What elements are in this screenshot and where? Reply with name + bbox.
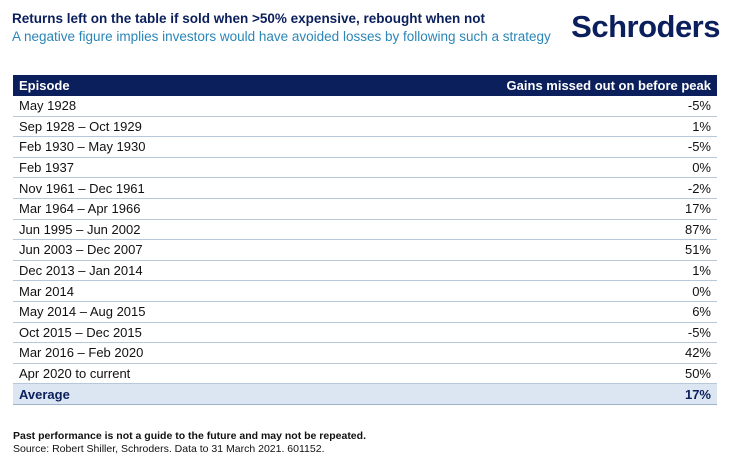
episode-cell: Mar 2016 – Feb 2020 xyxy=(19,345,144,361)
gains-cell: 1% xyxy=(692,263,711,279)
table-row: Sep 1928 – Oct 1929 1% xyxy=(13,117,717,138)
column-header-episode: Episode xyxy=(19,78,70,93)
table-header-row: Episode Gains missed out on before peak xyxy=(13,75,717,96)
gains-cell: 0% xyxy=(692,283,711,299)
schroders-logo: Schroders xyxy=(571,9,720,44)
source-note: Source: Robert Shiller, Schroders. Data … xyxy=(13,443,325,455)
episode-cell: May 2014 – Aug 2015 xyxy=(19,304,146,320)
episode-cell: Oct 2015 – Dec 2015 xyxy=(19,324,142,340)
chart-subtitle: A negative figure implies investors woul… xyxy=(12,29,551,44)
episode-cell: Feb 1937 xyxy=(19,160,74,176)
gains-cell: 17% xyxy=(684,201,711,217)
table-row: Mar 2016 – Feb 2020 42% xyxy=(13,343,717,364)
episode-cell: Nov 1961 – Dec 1961 xyxy=(19,180,145,196)
gains-cell: 42% xyxy=(684,345,711,361)
table-row: Jun 2003 – Dec 2007 51% xyxy=(13,240,717,261)
episode-cell: Feb 1930 – May 1930 xyxy=(19,139,146,155)
chart-title: Returns left on the table if sold when >… xyxy=(12,11,485,26)
table-row: Feb 1930 – May 1930 -5% xyxy=(13,137,717,158)
average-value: 17% xyxy=(684,386,711,402)
disclaimer-note: Past performance is not a guide to the f… xyxy=(13,430,366,442)
table-row: Apr 2020 to current 50% xyxy=(13,364,717,385)
episode-cell: Mar 2014 xyxy=(19,283,74,299)
gains-cell: 50% xyxy=(684,366,711,382)
table-body: May 1928 -5% Sep 1928 – Oct 1929 1% Feb 1930… xyxy=(13,96,717,385)
column-header-gains: Gains missed out on before peak xyxy=(506,78,711,93)
gains-cell: 87% xyxy=(684,221,711,237)
table-row: May 2014 – Aug 2015 6% xyxy=(13,302,717,323)
table-row: Oct 2015 – Dec 2015 -5% xyxy=(13,323,717,344)
episode-cell: Jun 1995 – Jun 2002 xyxy=(19,221,141,237)
gains-cell: -5% xyxy=(687,98,711,114)
table-row: Dec 2013 – Jan 2014 1% xyxy=(13,261,717,282)
table-row: Nov 1961 – Dec 1961 -2% xyxy=(13,178,717,199)
episode-cell: Sep 1928 – Oct 1929 xyxy=(19,118,142,134)
gains-cell: 1% xyxy=(692,118,711,134)
episode-cell: Dec 2013 – Jan 2014 xyxy=(19,263,143,279)
table-row: Mar 1964 – Apr 1966 17% xyxy=(13,199,717,220)
table-row: May 1928 -5% xyxy=(13,96,717,117)
table-row: Feb 1937 0% xyxy=(13,158,717,179)
gains-cell: -5% xyxy=(687,139,711,155)
average-label: Average xyxy=(19,386,70,402)
gains-cell: -5% xyxy=(687,324,711,340)
episode-cell: May 1928 xyxy=(19,98,77,114)
gains-cell: -2% xyxy=(687,180,711,196)
table-row: Jun 1995 – Jun 2002 87% xyxy=(13,220,717,241)
table-average-row: Average 17% xyxy=(13,384,717,405)
returns-table: Episode Gains missed out on before peak … xyxy=(13,75,717,405)
gains-cell: 51% xyxy=(684,242,711,258)
gains-cell: 0% xyxy=(692,160,711,176)
episode-cell: Mar 1964 – Apr 1966 xyxy=(19,201,141,217)
episode-cell: Apr 2020 to current xyxy=(19,366,131,382)
table-row: Mar 2014 0% xyxy=(13,281,717,302)
episode-cell: Jun 2003 – Dec 2007 xyxy=(19,242,143,258)
gains-cell: 6% xyxy=(692,304,711,320)
